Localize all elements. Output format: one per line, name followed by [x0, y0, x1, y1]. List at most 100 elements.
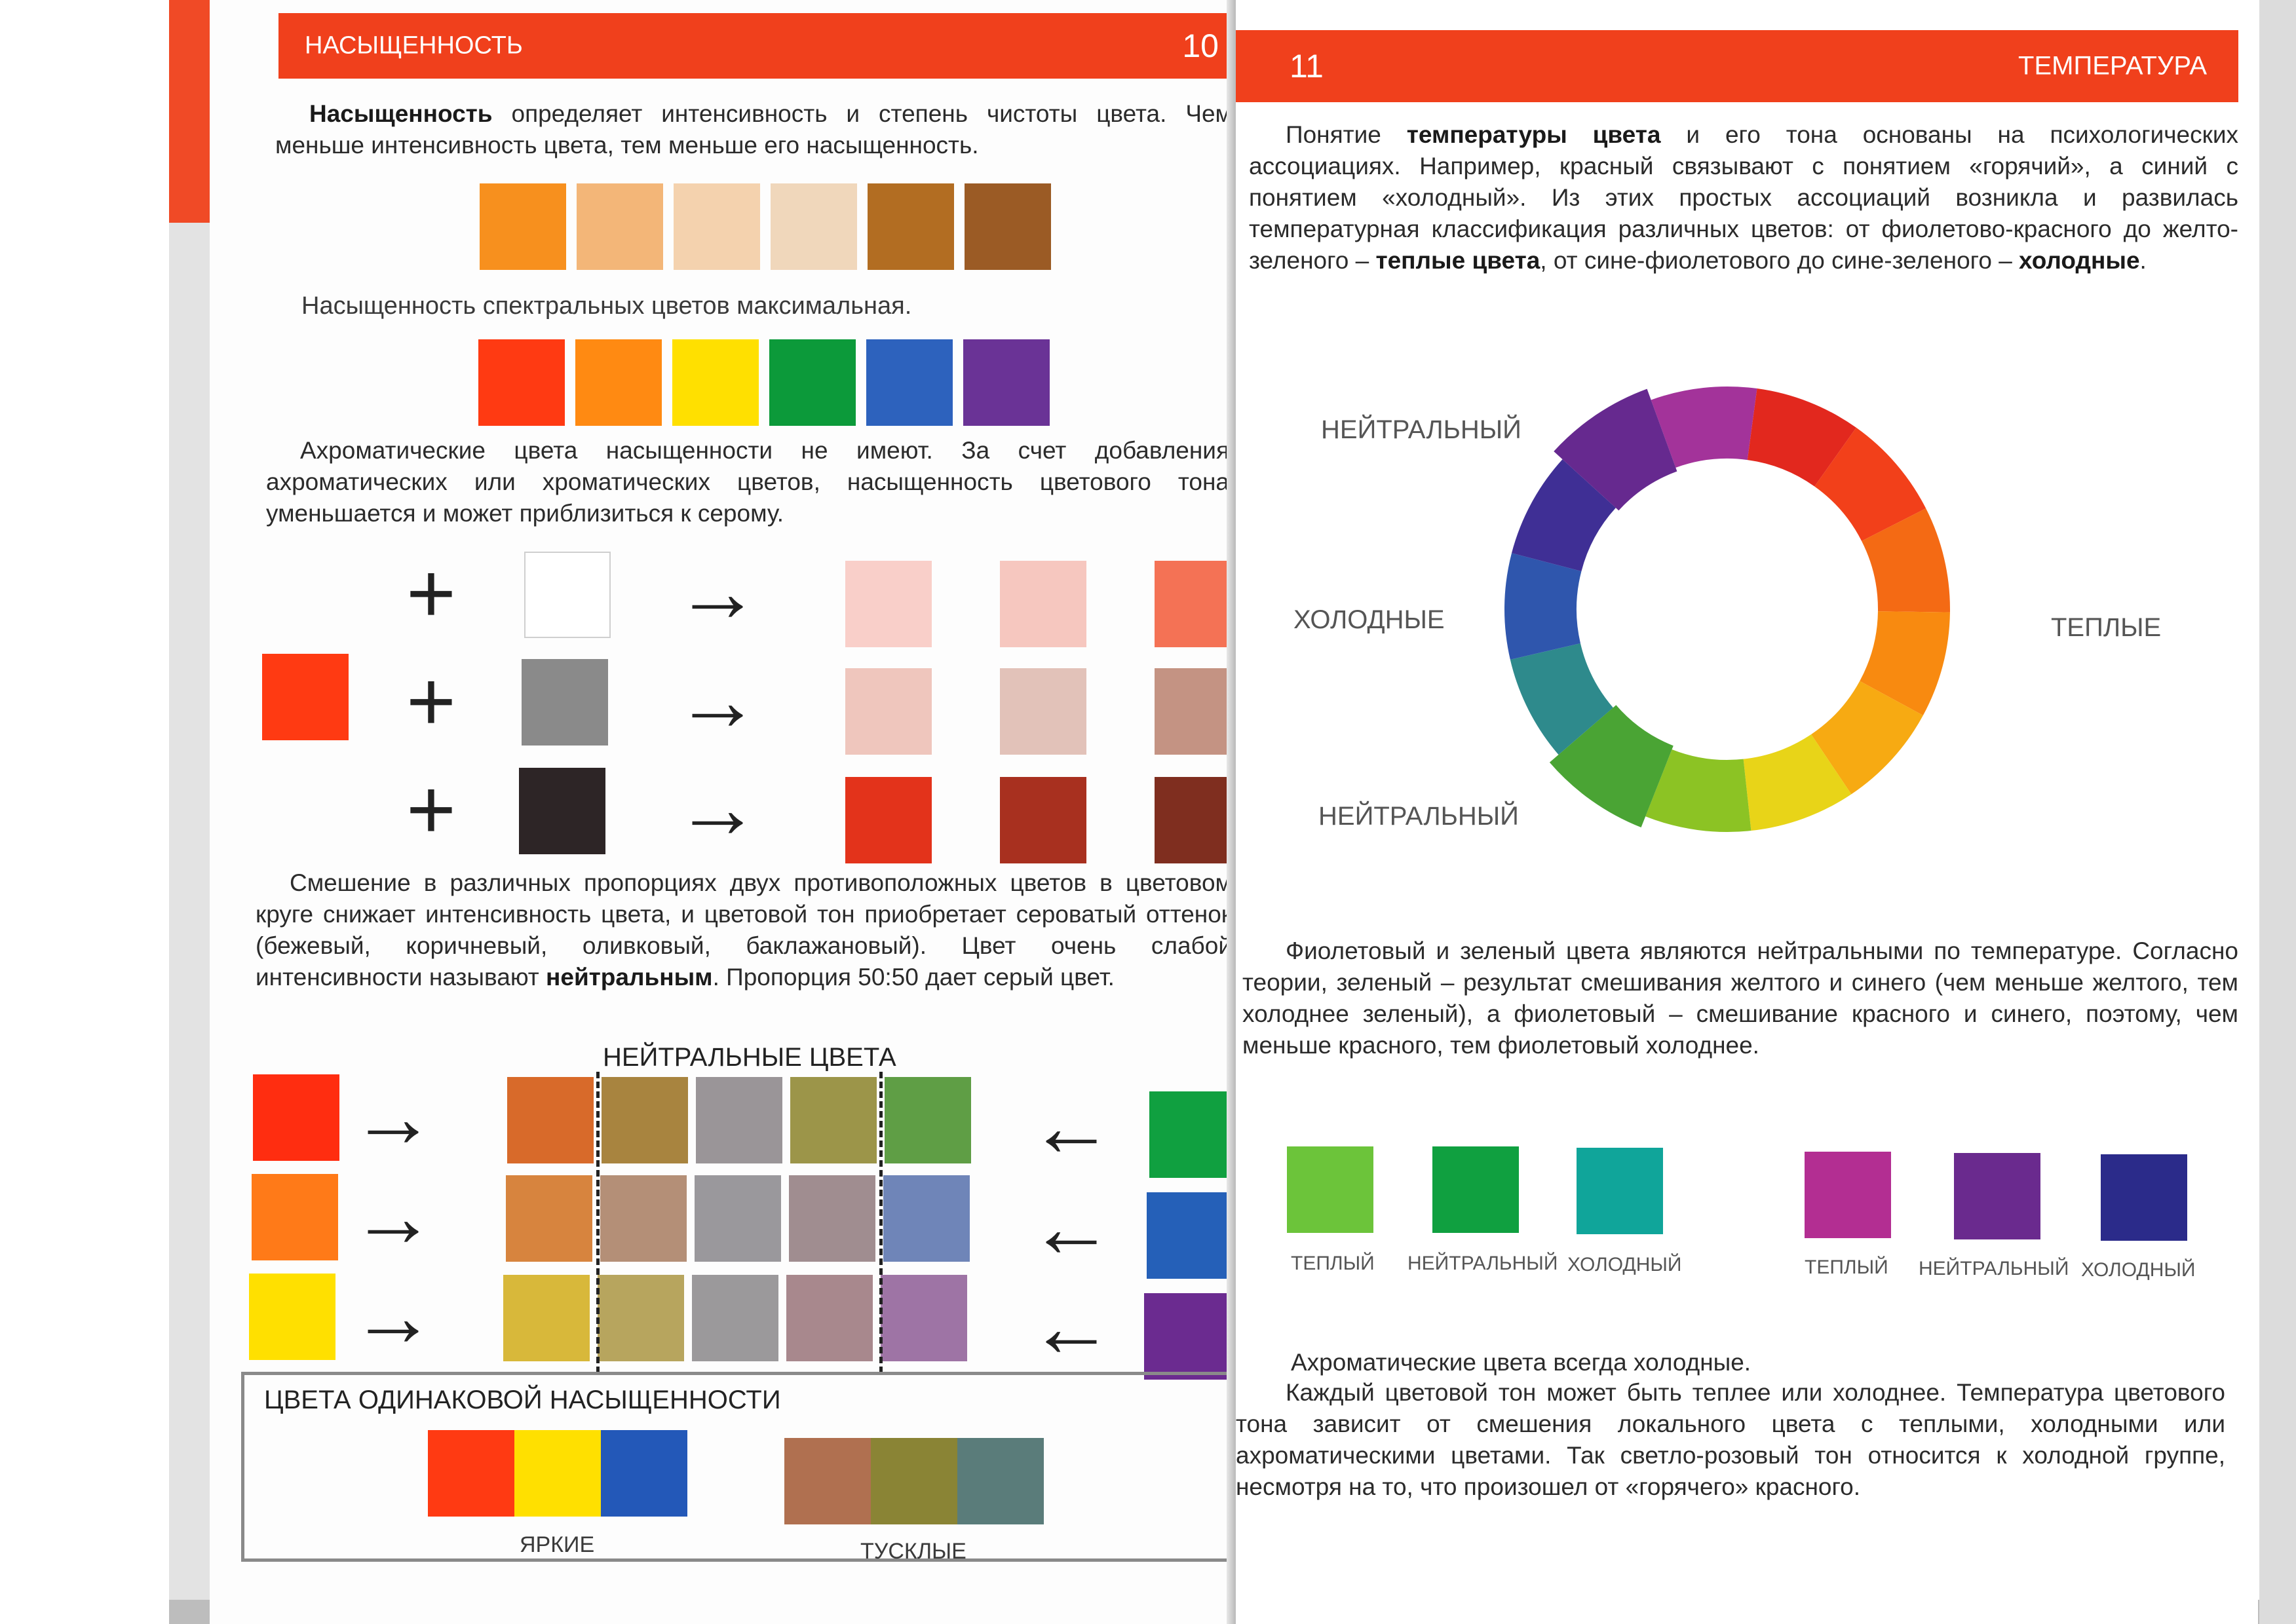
arrow-right-icon: → [675, 544, 760, 639]
source-orange [252, 1174, 338, 1260]
neutral-term: нейтральным [546, 964, 713, 991]
result-swatch [1000, 668, 1086, 755]
result-swatch [845, 561, 932, 647]
temperature-intro: Понятие температуры цвета и его тона осн… [1249, 119, 2238, 276]
neutral-colors-title: НЕЙТРАЛЬНЫЕ ЦВЕТА [603, 1043, 896, 1072]
neutral-cell [885, 1077, 971, 1163]
arrow-right-icon: → [351, 1069, 436, 1165]
temperature-intro-text: , от сине-фиолетового до сине-зеленого – [1540, 247, 2019, 274]
wheel-segment [1512, 459, 1616, 571]
spectral-caption: Насыщенность спектральных цветов максима… [301, 292, 912, 320]
right-cover-edge [2259, 0, 2296, 1624]
violet-warm-swatch [1805, 1152, 1891, 1238]
neutral-paragraph-text: Смешение в различных пропорциях двух про… [256, 869, 1232, 991]
violet-neutral-label: НЕЙТРАЛЬНЫЙ [1919, 1258, 2069, 1279]
saturation-intro: Насыщенность определяет интенсивность и … [275, 98, 1232, 161]
result-swatch [845, 777, 932, 863]
source-violet [1144, 1293, 1234, 1380]
temperature-term: температуры цвета [1406, 121, 1661, 148]
green-cold-swatch [1577, 1148, 1663, 1234]
base-red-swatch [262, 654, 349, 740]
dull-label: ТУСКЛЫЕ [860, 1539, 966, 1564]
black-add-swatch [519, 768, 605, 854]
wheel-label-neutral-bottom: НЕЙТРАЛЬНЫЙ [1318, 802, 1519, 831]
wheel-segment [1510, 643, 1613, 755]
source-green [1149, 1091, 1234, 1178]
wheel-segment [1814, 427, 1926, 541]
result-swatch [1000, 561, 1086, 647]
left-page: НАСЫЩЕННОСТЬ 10 Насыщенность определяет … [210, 0, 1236, 1624]
swatch-saturation-6 [965, 183, 1051, 270]
right-header: 11 ТЕМПЕРАТУРА [1236, 30, 2238, 102]
green-warm-label: ТЕПЛЫЙ [1291, 1253, 1375, 1274]
arrow-left-icon: ← [1029, 1179, 1114, 1275]
wheel-segment [1747, 388, 1856, 487]
arrow-right-icon: → [351, 1169, 436, 1264]
result-swatch [1155, 668, 1236, 755]
neutral-paragraph: Смешение в различных пропорциях двух про… [256, 867, 1232, 993]
result-swatch [1000, 777, 1086, 863]
wheel-segment [1554, 388, 1677, 511]
green-warm-swatch [1287, 1146, 1373, 1233]
violet-cold-label: ХОЛОДНЫЙ [2081, 1259, 2196, 1281]
warm-colors-term: теплые цвета [1375, 247, 1540, 274]
left-thumb-strip [169, 223, 210, 1624]
left-header: НАСЫЩЕННОСТЬ 10 [278, 13, 1236, 79]
left-page-number: 10 [1182, 28, 1219, 64]
neutral-temperature-paragraph: Фиолетовый и зеленый цвета являются нейт… [1242, 937, 2238, 1059]
neutral-cell [883, 1175, 970, 1262]
bright-yellow [514, 1430, 601, 1517]
arrow-right-icon: → [675, 652, 760, 748]
achromatic-cold-line: Ахроматические цвета всегда холодные. [1291, 1349, 1751, 1376]
neutral-cell [507, 1077, 594, 1163]
cold-colors-term: холодные [2019, 247, 2140, 274]
source-blue [1147, 1192, 1234, 1279]
wheel-segment [1645, 749, 1751, 832]
swatch-spectral-yellow [672, 339, 759, 426]
swatch-saturation-2 [577, 183, 663, 270]
neutral-cell [503, 1275, 590, 1361]
neutral-cell [600, 1175, 687, 1262]
neutral-divider [596, 1072, 600, 1373]
result-swatch [1155, 561, 1236, 647]
wheel-segment [1504, 553, 1582, 660]
neutral-cell [696, 1077, 782, 1163]
neutral-cell [790, 1077, 877, 1163]
wheel-label-neutral-top: НЕЙТРАЛЬНЫЙ [1321, 415, 1521, 444]
violet-neutral-swatch [1954, 1153, 2040, 1239]
dull-brown [784, 1438, 871, 1524]
tone-temperature-paragraph: Каждый цветовой тон может быть теплее ил… [1236, 1379, 2225, 1500]
left-cover-edge [169, 0, 210, 223]
swatch-spectral-orange [575, 339, 662, 426]
wheel-label-warm: ТЕПЛЫЕ [2051, 613, 2162, 642]
swatch-spectral-red [478, 339, 565, 426]
neutral-cell [602, 1077, 688, 1163]
equal-saturation-title: ЦВЕТА ОДИНАКОВОЙ НАСЫЩЕННОСТИ [264, 1386, 781, 1414]
source-yellow [249, 1274, 335, 1360]
wheel-segment [1549, 705, 1674, 828]
wheel-segment [1860, 611, 1950, 716]
source-red [253, 1074, 339, 1161]
swatch-spectral-blue [866, 339, 953, 426]
green-neutral-label: НЕЙТРАЛЬНЫЙ [1407, 1253, 1558, 1274]
color-wheel [1504, 387, 1950, 832]
dull-olive [871, 1438, 957, 1524]
temperature-intro-text: и его тона основаны на психологических а… [1249, 121, 2238, 274]
wheel-segment [1862, 508, 1950, 613]
bright-blue [601, 1430, 687, 1517]
violet-cold-swatch [2101, 1154, 2187, 1241]
bright-label: ЯРКИЕ [520, 1532, 595, 1557]
plus-sign: + [406, 653, 456, 749]
swatch-saturation-5 [868, 183, 954, 270]
neutral-cell [786, 1275, 873, 1361]
neutral-cell [789, 1175, 875, 1262]
green-neutral-swatch [1432, 1146, 1519, 1233]
neutral-divider [879, 1072, 883, 1373]
right-header-title: ТЕМПЕРАТУРА [2018, 51, 2207, 81]
equal-saturation-box: ЦВЕТА ОДИНАКОВОЙ НАСЫЩЕННОСТИ ЯРКИЕ ТУСК… [241, 1372, 1231, 1564]
neutral-cell [598, 1275, 684, 1361]
neutral-cell [692, 1275, 778, 1361]
arrow-left-icon: ← [1029, 1078, 1114, 1174]
bright-red [428, 1430, 514, 1517]
swatch-saturation-1 [480, 183, 566, 270]
